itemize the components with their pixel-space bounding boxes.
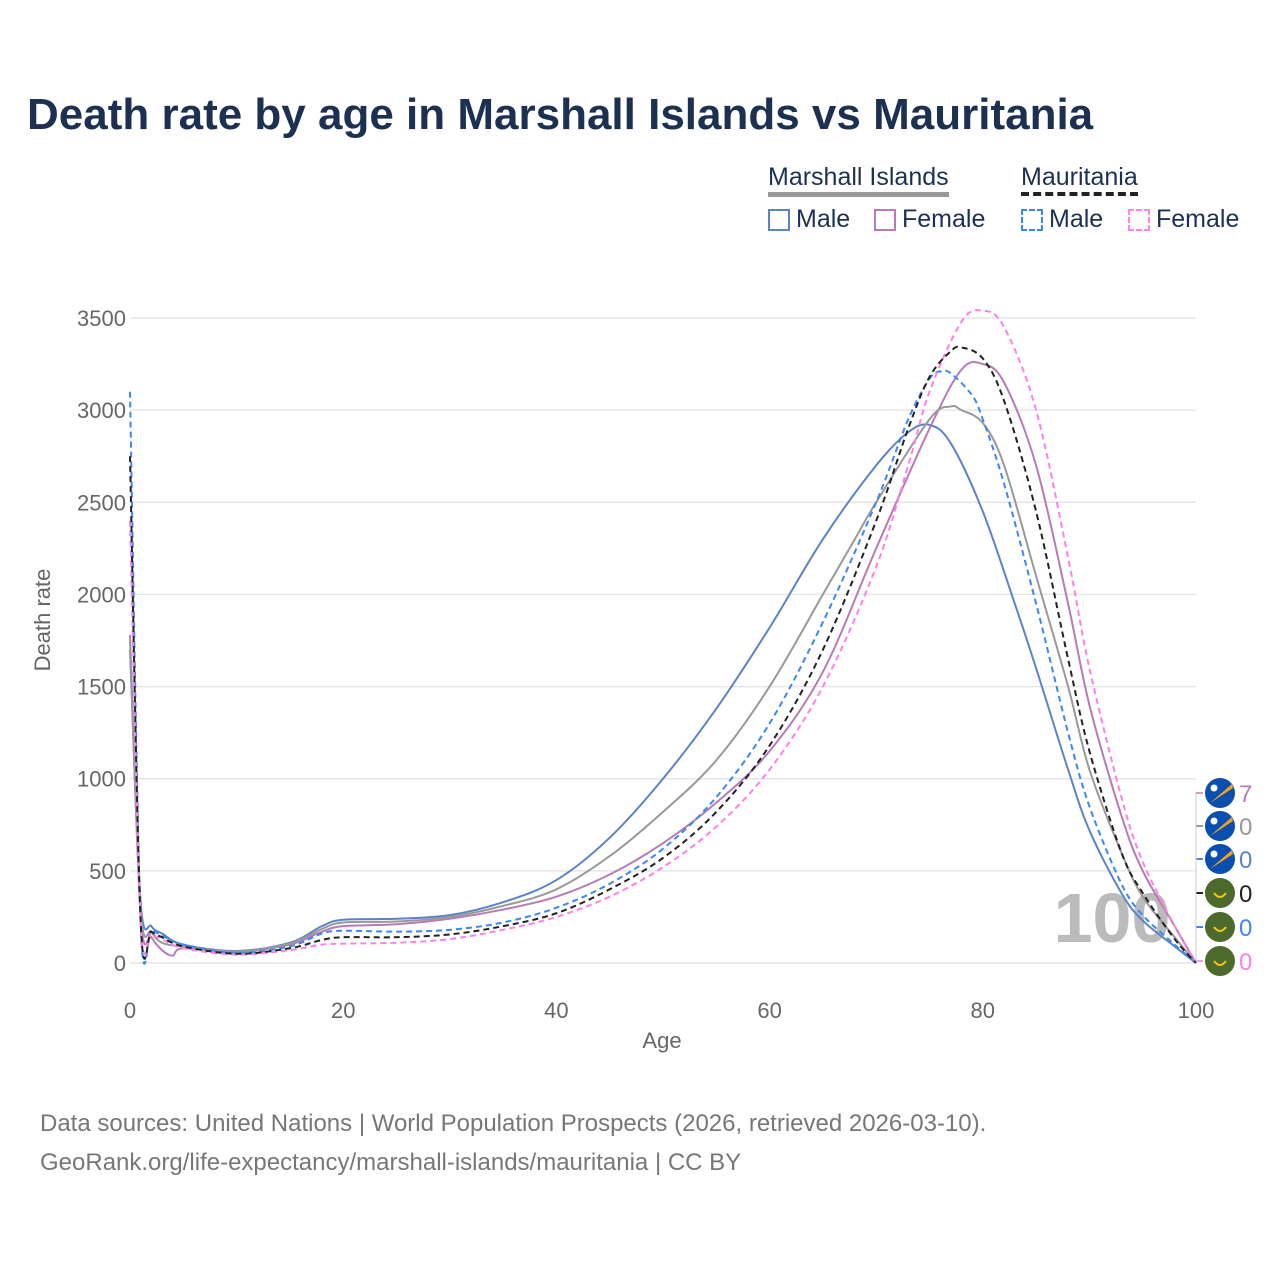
legend-swatch (1021, 209, 1043, 231)
legend-label: Female (902, 205, 986, 233)
legend-mi-male[interactable]: Male (768, 205, 850, 234)
x-tick-label: 20 (331, 998, 355, 1023)
end-label-value: 0 (1239, 915, 1252, 942)
x-tick-label: 0 (124, 998, 136, 1023)
y-tick-label: 2500 (77, 490, 126, 515)
series-line-marshall-islands (129, 404, 1197, 964)
series-line-mauritania-female (129, 309, 1197, 964)
chart-title: Death rate by age in Marshall Islands vs… (27, 90, 1094, 139)
year-watermark: 100 (1054, 879, 1171, 957)
mauritania-flag-icon (1205, 912, 1235, 942)
series-line-mauritania (129, 345, 1197, 964)
legend-label: Male (1049, 205, 1104, 233)
end-label-value: 0 (1239, 814, 1252, 841)
x-tick-label: 100 (1178, 998, 1215, 1023)
y-tick-label: 1000 (77, 767, 126, 792)
y-tick-label: 0 (114, 951, 126, 976)
y-axis-label: Death rate (30, 569, 55, 672)
legend-mauritania[interactable]: Mauritania (1021, 163, 1138, 196)
marshall-islands-flag-icon (1205, 811, 1235, 841)
end-label-value: 0 (1239, 847, 1252, 874)
series-line-marshall-islands-female (129, 360, 1197, 964)
x-tick-label: 80 (971, 998, 995, 1023)
y-tick-label: 3500 (77, 306, 126, 331)
legend-marshall-islands[interactable]: Marshall Islands (768, 163, 949, 197)
legend-label: Female (1156, 205, 1240, 233)
source-line-2[interactable]: GeoRank.org/life-expectancy/marshall-isl… (40, 1149, 742, 1176)
y-tick-label: 3000 (77, 398, 126, 423)
y-tick-label: 1500 (77, 675, 126, 700)
x-axis-label: Age (642, 1028, 681, 1053)
legend-mr-male[interactable]: Male (1021, 205, 1103, 234)
legend-label: Male (796, 205, 851, 233)
marshall-islands-flag-icon (1205, 844, 1235, 874)
legend-swatch (1128, 209, 1150, 231)
marshall-islands-flag-icon (1205, 778, 1235, 808)
x-tick-label: 40 (544, 998, 568, 1023)
legend-swatch (768, 209, 790, 231)
series-line-mauritania-male (129, 369, 1197, 965)
source-line-1: Data sources: United Nations | World Pop… (40, 1110, 987, 1137)
legend-mi-female[interactable]: Female (874, 205, 985, 234)
series-line-marshall-islands-male (129, 423, 1197, 964)
y-tick-label: 500 (89, 859, 126, 884)
y-tick-label: 2000 (77, 582, 126, 607)
end-label-value: 0 (1239, 949, 1252, 976)
label-bracket (1195, 792, 1203, 962)
legend-swatch (874, 209, 896, 231)
mauritania-flag-icon (1205, 946, 1235, 976)
end-label-value: 7 (1239, 781, 1252, 808)
mauritania-flag-icon (1205, 878, 1235, 908)
end-label-value: 0 (1239, 881, 1252, 908)
legend-mr-female[interactable]: Female (1128, 205, 1239, 234)
x-tick-label: 60 (757, 998, 781, 1023)
